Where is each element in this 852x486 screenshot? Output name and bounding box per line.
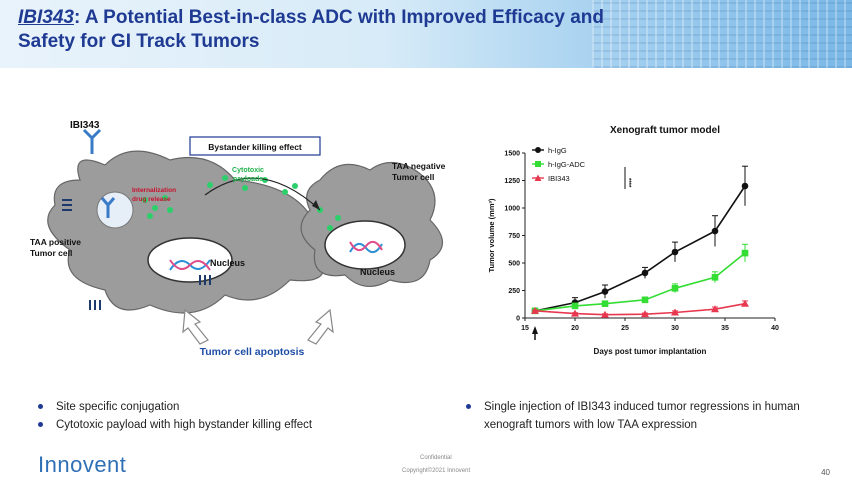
nucleus-right-label: Nucleus	[360, 267, 395, 277]
internalization-label-2: drug release	[132, 196, 171, 203]
data-point	[641, 269, 649, 277]
y-tick-label: 1500	[504, 151, 520, 158]
x-tick-label: 20	[571, 325, 579, 332]
copyright-label: Copyright©2021 Innovent	[402, 468, 471, 474]
slide-title: IBI343: A Potential Best-in-class ADC wi…	[18, 6, 718, 54]
taa-positive-cell	[47, 150, 334, 314]
x-tick-label: 15	[521, 325, 529, 332]
x-tick-label: 35	[721, 325, 729, 332]
data-point	[671, 248, 679, 256]
y-axis-label: Tumor volume (mm³)	[487, 198, 496, 273]
legend-label: h-IgG	[548, 146, 567, 155]
data-point	[741, 249, 749, 257]
mechanism-diagram: Bystander killing effect IBI343 Cytotoxi…	[30, 120, 446, 358]
y-tick-label: 0	[516, 316, 520, 323]
bystander-box	[189, 136, 321, 156]
bystander-arrow	[204, 177, 321, 211]
y-tick-label: 250	[508, 288, 520, 295]
chart-title: Xenograft tumor model	[610, 125, 720, 136]
xenograft-chart: Xenograft tumor model 0 250 500 750 1000 1250 1…	[487, 125, 779, 356]
payload-label-1: Cytotoxic	[232, 167, 264, 174]
data-point	[601, 310, 609, 318]
bullets-left: Site specific conjugation Cytotoxic payl…	[36, 398, 312, 434]
page-number: 40	[821, 468, 830, 477]
data-point	[531, 306, 539, 314]
title-line2: Safety for GI Track Tumors	[18, 31, 260, 52]
significance-label: ****	[625, 178, 631, 188]
nucleus-right-shape	[324, 220, 406, 270]
series-line	[534, 252, 746, 312]
tumor-pos-label-2: Tumor cell	[30, 248, 72, 258]
x-axis-label: Days post tumor implantation	[594, 347, 707, 356]
dna-icon	[169, 259, 211, 271]
innovent-logo: Innovent	[38, 452, 127, 477]
bullet-right-line2: xenograft tumors with low TAA expression	[484, 419, 698, 431]
bullet-right-line1: Single injection of IBI343 induced tumor…	[484, 401, 800, 413]
bystander-box-label: Bystander killing effect	[208, 142, 302, 152]
dna-icon	[349, 242, 383, 254]
data-point	[671, 308, 679, 316]
data-point	[641, 310, 649, 318]
y-tick-label: 750	[508, 233, 520, 240]
title-drug-name: IBI343	[18, 7, 74, 28]
tumor-neg-label-2: Tumor cell	[392, 172, 434, 182]
data-point	[711, 274, 719, 281]
bullet-right-item: Single injection of IBI343 induced tumor…	[464, 398, 834, 434]
x-tick-label: 25	[621, 325, 629, 332]
bystander-arrowhead	[312, 200, 320, 210]
legend-marker	[535, 161, 541, 167]
drug-label: IBI343	[70, 120, 100, 131]
y-tick-label: 1250	[504, 178, 520, 185]
payload-label-2: payloads	[233, 176, 263, 183]
legend-marker	[534, 174, 542, 181]
data-point	[711, 305, 719, 313]
nucleus-left-shape	[147, 237, 233, 283]
banner-graphic	[592, 0, 852, 68]
dosing-arrow	[532, 326, 538, 334]
bullets-right: Single injection of IBI343 induced tumor…	[464, 398, 834, 434]
data-point	[671, 285, 679, 292]
x-tick-label: 40	[771, 325, 779, 332]
bullet-left-item: Site specific conjugation	[36, 398, 312, 416]
x-tick-label: 30	[671, 325, 679, 332]
internalization-label-1: Internalization	[132, 187, 176, 194]
dna-icon	[349, 240, 383, 252]
tumor-neg-label-1: TAA negative	[392, 161, 446, 171]
tumor-pos-label-1: TAA positive	[30, 237, 81, 247]
nucleus-left-label: Nucleus	[210, 258, 245, 268]
y-tick-label: 500	[508, 261, 520, 268]
data-point	[571, 302, 579, 310]
data-point	[641, 296, 649, 304]
y-tick-label: 1000	[504, 206, 520, 213]
confidential-label: Confidential	[420, 455, 452, 461]
endosome	[96, 191, 134, 229]
title-line1-rest: : A Potential Best-in-class ADC with Imp…	[73, 7, 604, 28]
receptor-icon	[62, 199, 211, 310]
bullet-left-item: Cytotoxic payload with high bystander ki…	[36, 416, 312, 434]
legend-label: h-IgG-ADC	[548, 160, 586, 169]
data-point	[711, 227, 719, 235]
title-banner	[0, 0, 852, 68]
apoptosis-label: Tumor cell apoptosis	[200, 346, 305, 358]
series-line	[534, 185, 746, 312]
data-point	[601, 288, 609, 295]
legend-label: IBI343	[548, 174, 570, 183]
data-point	[741, 182, 749, 190]
antibody-icon	[82, 128, 116, 218]
data-point	[571, 309, 579, 317]
apoptosis-arrows	[182, 308, 334, 345]
data-point	[601, 300, 609, 307]
legend-marker	[535, 147, 541, 153]
data-point	[741, 299, 749, 307]
